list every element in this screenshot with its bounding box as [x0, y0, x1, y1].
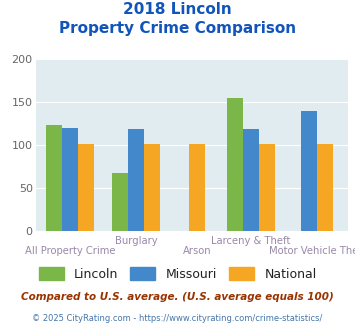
- Text: Motor Vehicle Theft: Motor Vehicle Theft: [269, 246, 355, 256]
- Bar: [144, 144, 160, 231]
- Bar: [128, 129, 144, 231]
- Legend: Lincoln, Missouri, National: Lincoln, Missouri, National: [33, 262, 322, 286]
- Text: Arson: Arson: [183, 246, 212, 256]
- Text: Compared to U.S. average. (U.S. average equals 100): Compared to U.S. average. (U.S. average …: [21, 292, 334, 302]
- Text: Larceny & Theft: Larceny & Theft: [211, 236, 290, 246]
- Text: © 2025 CityRating.com - https://www.cityrating.com/crime-statistics/: © 2025 CityRating.com - https://www.city…: [32, 314, 323, 323]
- Bar: [301, 111, 317, 231]
- Bar: [62, 128, 78, 231]
- Bar: [189, 144, 205, 231]
- Bar: [46, 125, 62, 231]
- Text: 2018 Lincoln: 2018 Lincoln: [123, 2, 232, 16]
- Bar: [243, 129, 259, 231]
- Text: Property Crime Comparison: Property Crime Comparison: [59, 21, 296, 36]
- Bar: [226, 98, 243, 231]
- Bar: [112, 173, 128, 231]
- Bar: [78, 144, 94, 231]
- Bar: [259, 144, 275, 231]
- Text: All Property Crime: All Property Crime: [25, 246, 115, 256]
- Bar: [317, 144, 333, 231]
- Text: Burglary: Burglary: [115, 236, 158, 246]
